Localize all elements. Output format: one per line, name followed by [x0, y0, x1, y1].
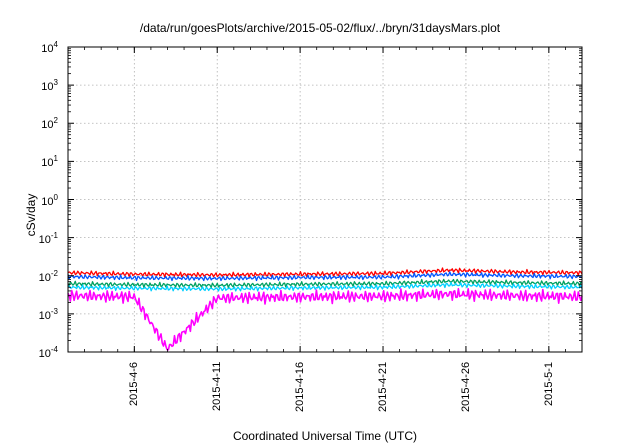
series-line-2: [67, 271, 583, 282]
chart-title: /data/run/goesPlots/archive/2015-05-02/f…: [139, 21, 501, 35]
y-tick-label: 100: [41, 192, 58, 208]
x-tick-label: 2015-4-6: [128, 361, 141, 406]
y-tick-label: 10-4: [38, 345, 58, 361]
x-tick-label: 2015-4-21: [377, 361, 390, 412]
x-tick-label: 2015-5-1: [542, 361, 555, 406]
y-tick-label: 10-2: [38, 268, 58, 284]
y-tick-label: 10-1: [38, 230, 58, 246]
series-line-1: [67, 267, 583, 278]
series-line-3: [67, 278, 583, 289]
x-tick-label: 2015-4-26: [459, 361, 472, 412]
y-tick-label: 104: [41, 40, 58, 56]
y-tick-label: 10-3: [38, 306, 58, 322]
data-series: [67, 267, 583, 351]
x-tick-label: 2015-4-16: [294, 361, 307, 412]
x-axis-label: Coordinated Universal Time (UTC): [232, 429, 418, 443]
y-tick-label: 101: [41, 154, 58, 170]
y-axis-label: cSv/day: [24, 193, 38, 237]
y-tick-label: 102: [41, 116, 58, 132]
grid-lines: [68, 47, 582, 352]
y-tick-label: 103: [41, 78, 58, 94]
axis-ticks: [67, 46, 583, 353]
x-tick-label: 2015-4-11: [211, 361, 224, 411]
series-line-4: [67, 281, 583, 292]
series-line-5: [67, 287, 583, 351]
